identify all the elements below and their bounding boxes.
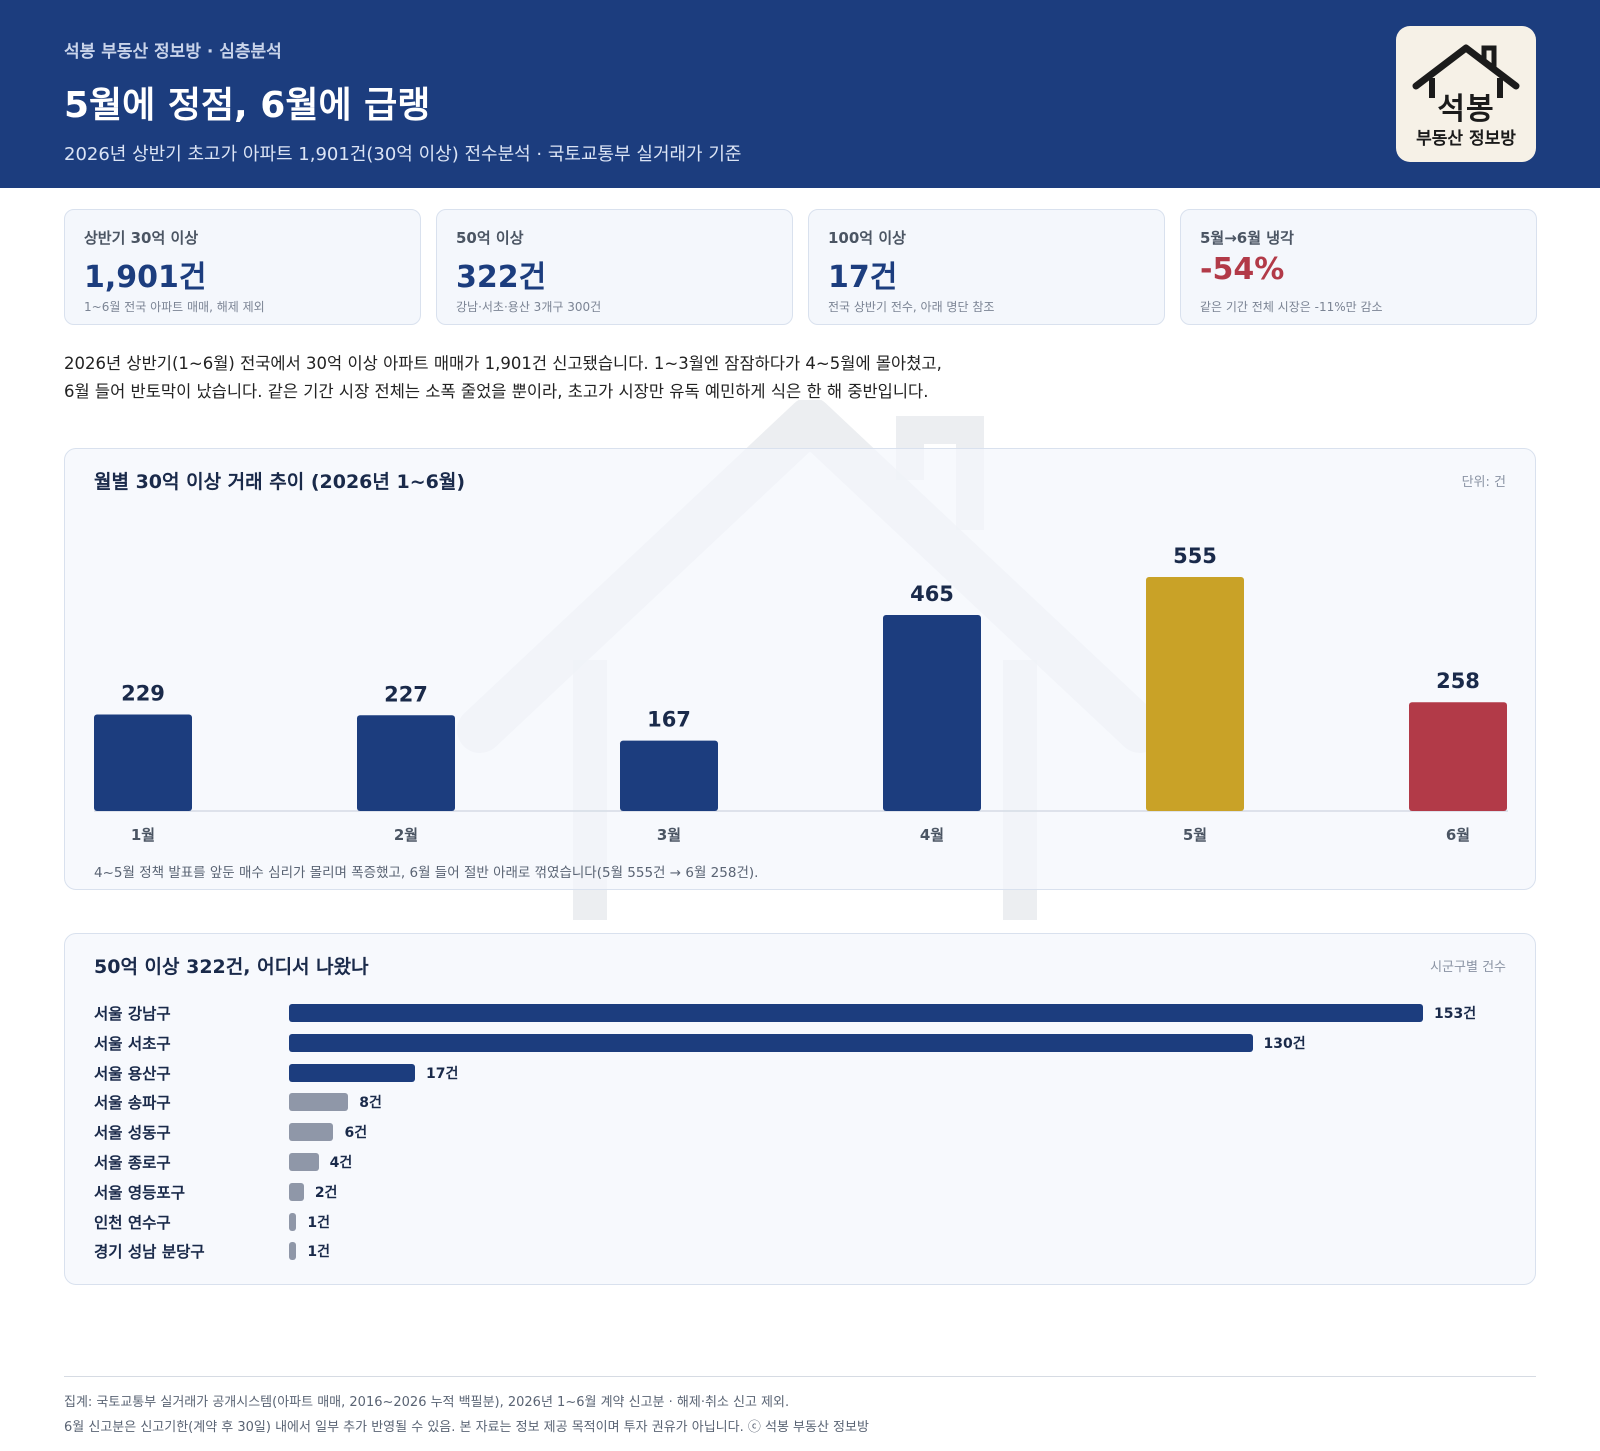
monthly-chart-panel: 월별 30억 이상 거래 추이 (2026년 1~6월) 단위: 건 229 1월… <box>64 448 1536 890</box>
district-name: 서울 종로구 <box>94 1154 171 1172</box>
intro-line-2: 6월 들어 반토막이 났습니다. 같은 기간 시장 전체는 소폭 줄었을 뿐이라… <box>64 382 929 401</box>
district-bar <box>289 1123 334 1142</box>
district-name: 서울 용산구 <box>94 1064 171 1083</box>
district-bar <box>289 1182 304 1201</box>
bar-value-label: 167 <box>647 708 691 732</box>
chart-unit: 단위: 건 <box>1461 475 1506 490</box>
bar-2 <box>357 715 455 811</box>
district-row: 경기 성남 분당구 1건 <box>65 1238 1537 1262</box>
header-banner: 석봉 부동산 정보방 · 심층분석 5월에 정점, 6월에 급랭 2026년 상… <box>0 0 1600 188</box>
district-row: 서울 종로구 4건 <box>65 1149 1537 1173</box>
district-ranking-panel: 50억 이상 322건, 어디서 나왔나 시군구별 건수 서울 강남구 153건 서… <box>64 933 1536 1285</box>
district-name: 서울 서초구 <box>94 1034 171 1053</box>
brand-logo: 석봉 부동산 정보방 <box>1396 26 1536 162</box>
footer-divider <box>64 1376 1536 1377</box>
bar-3 <box>620 740 718 811</box>
district-row: 서울 성동구 6건 <box>65 1119 1537 1143</box>
footer-source: 집계: 국토교통부 실거래가 공개시스템(아파트 매매, 2016~2026 누… <box>64 1395 790 1410</box>
district-row: 서울 서초구 130건 <box>65 1030 1537 1054</box>
category-label: 3월 <box>657 826 681 844</box>
header-eyebrow: 석봉 부동산 정보방 · 심층분석 <box>64 42 282 62</box>
district-bar <box>289 1004 1423 1022</box>
district-name: 서울 강남구 <box>94 1005 171 1023</box>
chart-title: 월별 30억 이상 거래 추이 (2026년 1~6월) <box>94 471 466 493</box>
bar-5 <box>1146 577 1244 811</box>
ranking-title: 50억 이상 322건, 어디서 나왔나 <box>94 956 369 978</box>
chart-note: 4~5월 정책 발표를 앞둔 매수 심리가 몰리며 폭증했고, 6월 들어 절반… <box>94 865 759 881</box>
district-count: 153건 <box>1434 1006 1477 1022</box>
monthly-bar-chart: 229 1월 227 2월 167 3월 465 4월 555 5월 258 6월 <box>94 544 1508 844</box>
page-title: 5월에 정점, 6월에 급랭 <box>64 85 431 126</box>
district-bar <box>289 1093 349 1112</box>
stat-value: -54% <box>1200 252 1285 287</box>
stat-note: 같은 기간 전체 시장은 -11%만 감소 <box>1200 300 1383 314</box>
intro-paragraph: 2026년 상반기(1~6월) 전국에서 30억 이상 아파트 매매가 1,90… <box>64 350 1544 406</box>
district-name: 서울 영등포구 <box>94 1183 185 1202</box>
bar-value-label: 465 <box>910 582 954 606</box>
house-roof-icon <box>1412 44 1520 98</box>
bar-value-label: 555 <box>1173 544 1217 568</box>
stat-value: 1,901건 <box>84 260 207 295</box>
district-bar <box>289 1153 319 1171</box>
intro-line-1: 2026년 상반기(1~6월) 전국에서 30억 이상 아파트 매매가 1,90… <box>64 354 942 373</box>
stat-card-50eok: 50억 이상 322건 강남·서초·용산 3개구 300건 <box>436 209 793 325</box>
district-row: 서울 강남구 153건 <box>65 1000 1537 1024</box>
logo-name: 석봉 <box>1437 92 1495 127</box>
page-subtitle: 2026년 상반기 초고가 아파트 1,901건(30억 이상) 전수분석 · … <box>64 144 742 165</box>
bar-value-label: 229 <box>121 681 165 705</box>
stat-card-cooling: 5월→6월 냉각 -54% 같은 기간 전체 시장은 -11%만 감소 <box>1180 209 1537 325</box>
stat-card-total: 상반기 30억 이상 1,901건 1~6월 전국 아파트 매매, 해제 제외 <box>64 209 421 325</box>
district-bar <box>289 1212 297 1231</box>
district-count: 6건 <box>344 1125 368 1142</box>
logo-subtitle: 부동산 정보방 <box>1416 129 1516 149</box>
category-label: 1월 <box>131 826 155 844</box>
category-label: 6월 <box>1446 826 1470 844</box>
bar-value-label: 227 <box>384 682 428 706</box>
district-bar <box>289 1033 1253 1052</box>
stat-note: 1~6월 전국 아파트 매매, 해제 제외 <box>84 300 265 314</box>
footer-disclaimer: 6월 신고분은 신고기한(계약 후 30일) 내에서 일부 추가 반영될 수 있… <box>64 1420 869 1435</box>
category-label: 2월 <box>394 826 418 844</box>
ranking-unit: 시군구별 건수 <box>1430 960 1506 975</box>
stat-label: 상반기 30억 이상 <box>84 229 199 247</box>
category-label: 4월 <box>920 826 944 844</box>
district-row: 인천 연수구 1건 <box>65 1209 1537 1233</box>
district-count: 1건 <box>307 1244 331 1261</box>
district-bar <box>289 1063 415 1082</box>
category-label: 5월 <box>1183 826 1207 844</box>
district-count: 8건 <box>359 1095 382 1112</box>
stat-value: 322건 <box>456 260 547 295</box>
district-count: 130건 <box>1263 1035 1306 1052</box>
stat-note: 전국 상반기 전수, 아래 명단 참조 <box>828 300 995 314</box>
stat-value: 17건 <box>828 260 898 295</box>
district-bar <box>289 1242 297 1261</box>
bar-6 <box>1409 702 1507 811</box>
district-name: 인천 연수구 <box>94 1213 171 1232</box>
district-row: 서울 영등포구 2건 <box>65 1179 1537 1203</box>
stat-label: 50억 이상 <box>456 229 524 247</box>
district-count: 1건 <box>307 1214 331 1231</box>
district-name: 서울 성동구 <box>94 1124 171 1143</box>
district-row: 서울 용산구 17건 <box>65 1060 1537 1084</box>
bar-value-label: 258 <box>1436 669 1480 693</box>
bar-4 <box>883 614 981 811</box>
district-count: 4건 <box>329 1155 353 1171</box>
district-name: 경기 성남 분당구 <box>94 1243 205 1262</box>
district-count: 17건 <box>426 1065 459 1082</box>
stat-note: 강남·서초·용산 3개구 300건 <box>456 300 602 314</box>
stat-label: 5월→6월 냉각 <box>1200 229 1294 247</box>
district-row: 서울 송파구 8건 <box>65 1089 1537 1113</box>
bar-1 <box>94 714 192 811</box>
district-name: 서울 송파구 <box>94 1094 171 1113</box>
district-count: 2건 <box>314 1184 338 1201</box>
stat-label: 100억 이상 <box>828 229 906 247</box>
stat-card-100eok: 100억 이상 17건 전국 상반기 전수, 아래 명단 참조 <box>808 209 1165 325</box>
